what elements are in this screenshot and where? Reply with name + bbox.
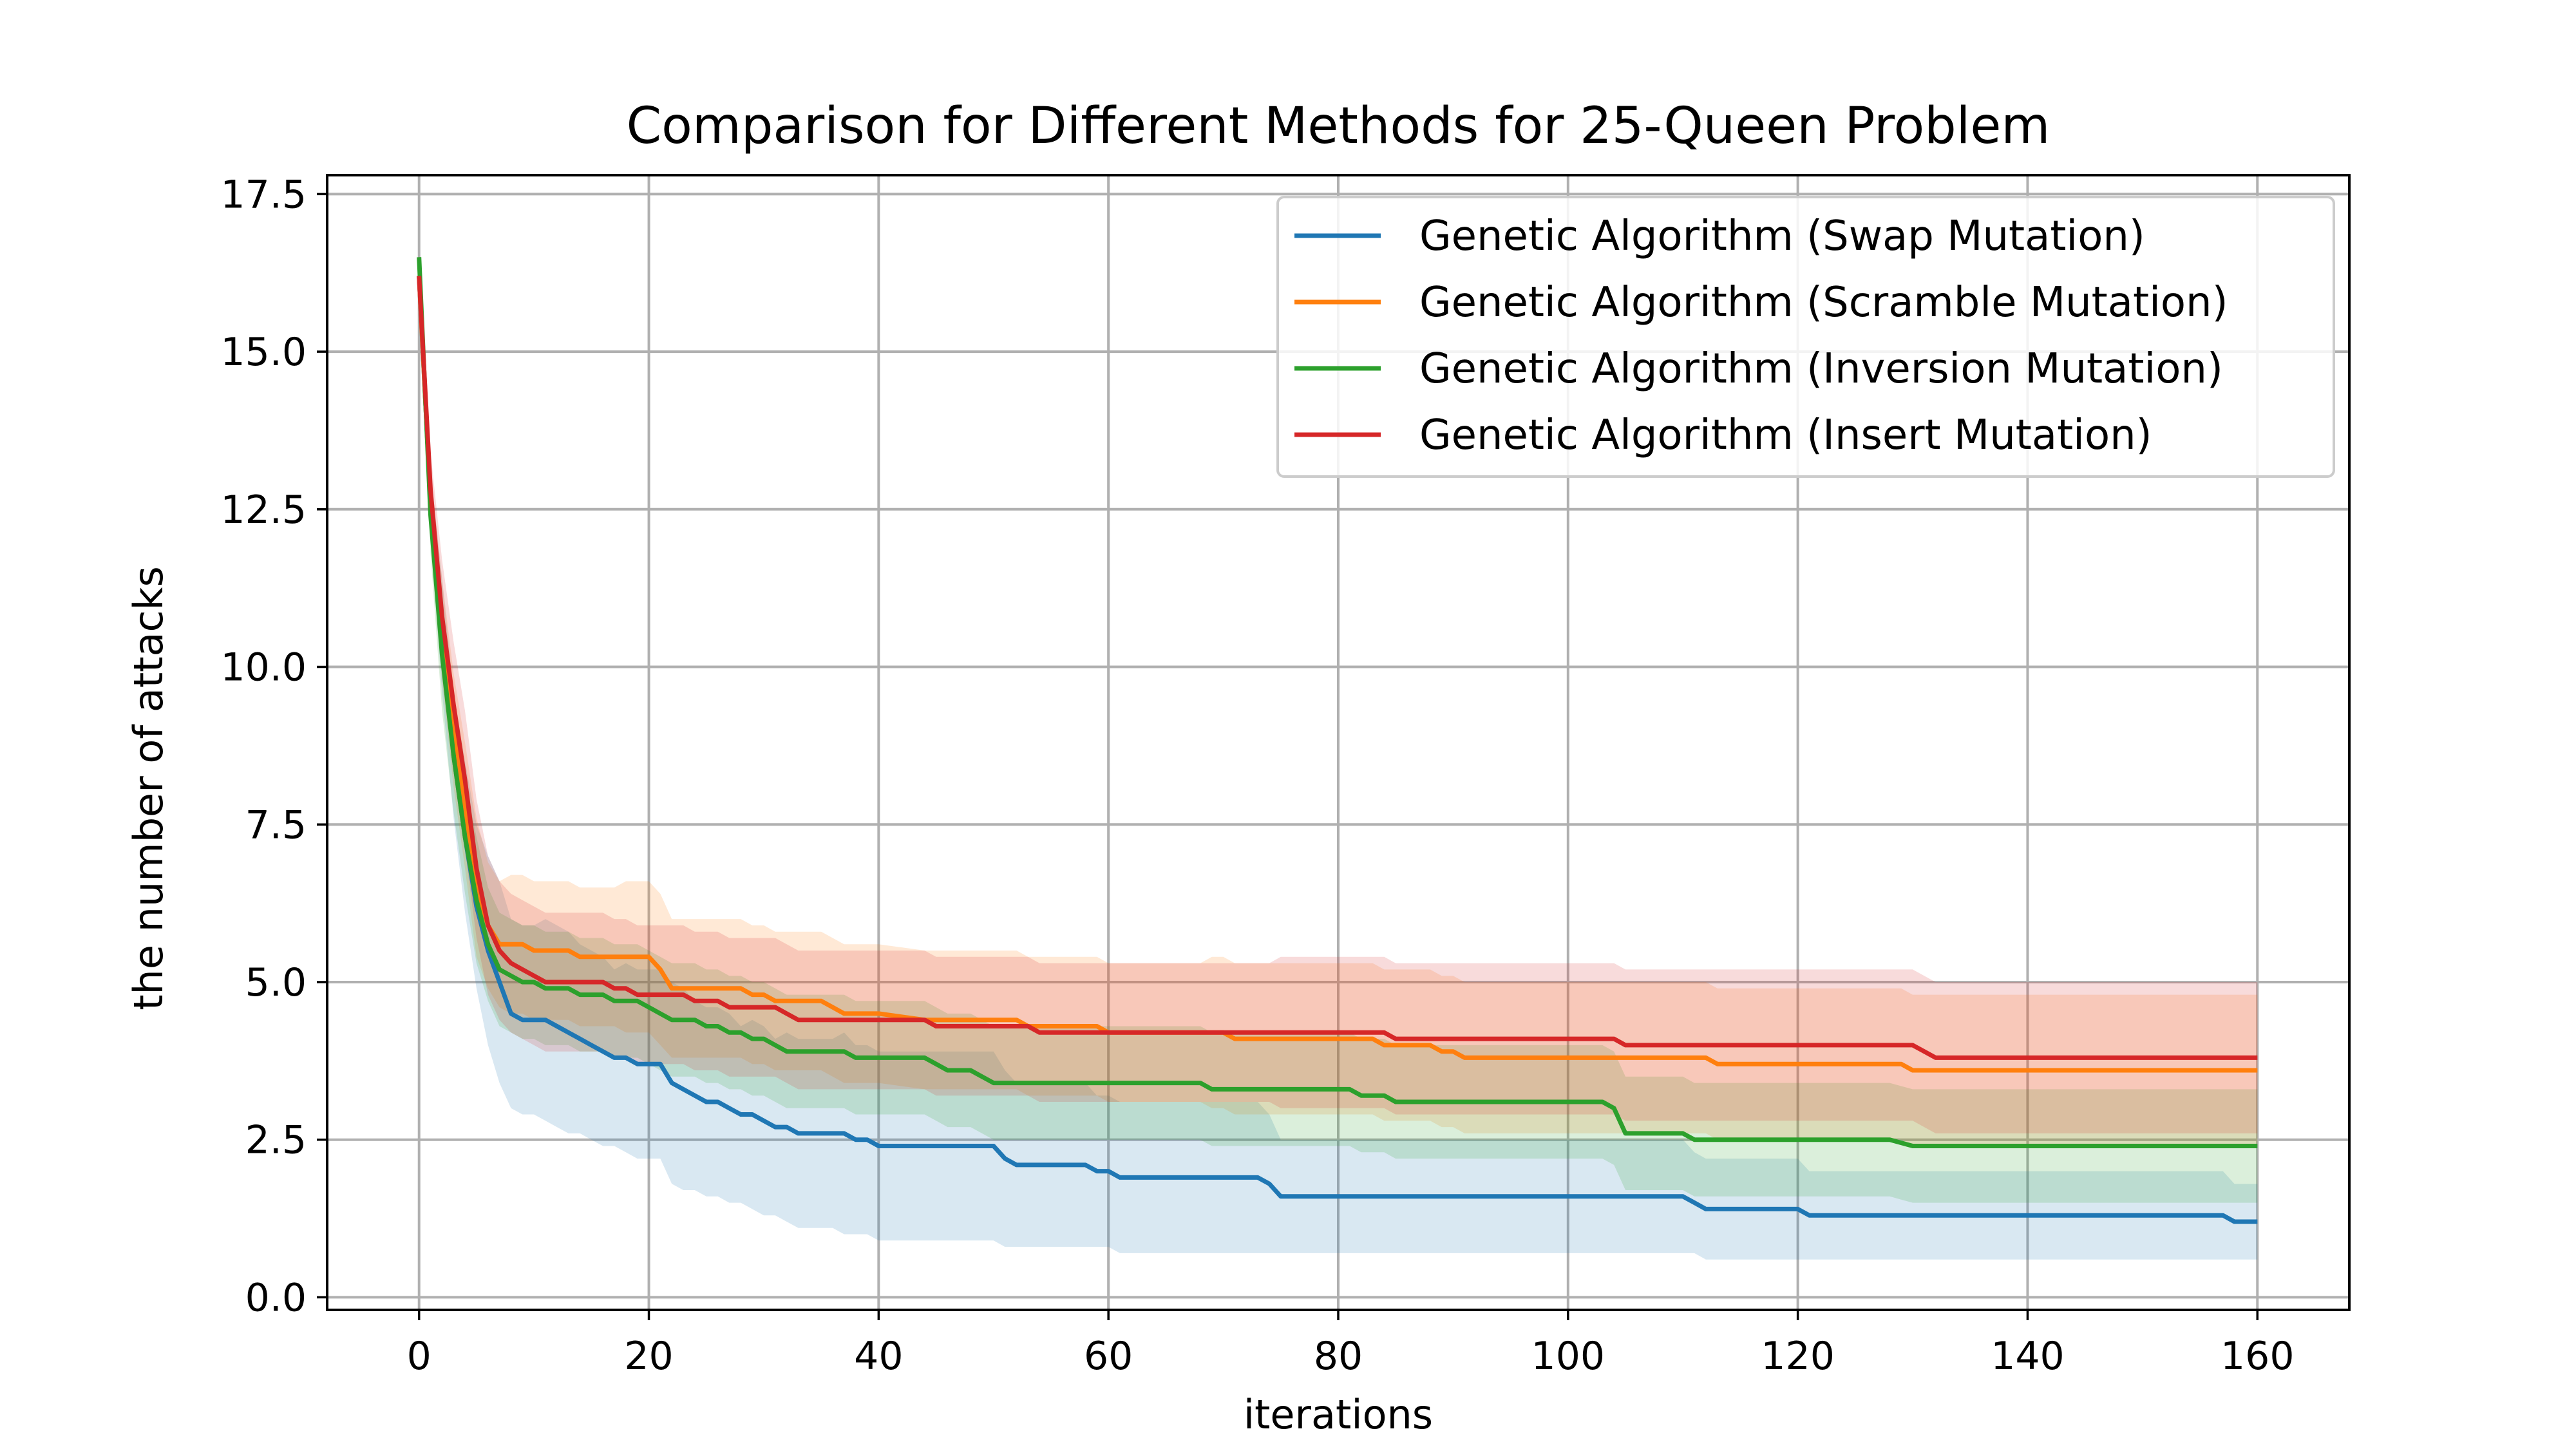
x-tick-label: 160 bbox=[2221, 1334, 2295, 1379]
x-tick-label: 60 bbox=[1084, 1334, 1133, 1379]
x-axis-label: iterations bbox=[1244, 1391, 1433, 1438]
x-tick-label: 80 bbox=[1314, 1334, 1363, 1379]
series-line-3 bbox=[417, 257, 2258, 1148]
legend-box bbox=[1276, 196, 2335, 478]
axis-ticks: 0 20 40 60 80 100 120 140 160 0.0 2.5 5.0 7.5 10.0 12.… bbox=[220, 172, 2294, 1379]
series-line-4 bbox=[417, 276, 2258, 1060]
legend-label-2: Genetic Algorithm (Scramble Mutation) bbox=[1419, 279, 2228, 327]
y-axis-label: the number of attacks bbox=[125, 566, 172, 1010]
legend-label-4: Genetic Algorithm (Insert Mutation) bbox=[1419, 412, 2152, 459]
y-tick-label: 5.0 bbox=[245, 960, 307, 1005]
x-tick-label: 20 bbox=[624, 1334, 673, 1379]
legend-label-1: Genetic Algorithm (Swap Mutation) bbox=[1419, 213, 2145, 260]
y-tick-label: 0.0 bbox=[245, 1275, 307, 1320]
chart-title: Comparison for Different Methods for 25-… bbox=[627, 97, 2050, 155]
y-tick-label: 2.5 bbox=[245, 1118, 307, 1163]
confidence-band-4 bbox=[419, 276, 2258, 1133]
series-lines bbox=[417, 257, 2258, 1224]
y-tick-label: 7.5 bbox=[245, 802, 307, 848]
y-tick-label: 12.5 bbox=[220, 488, 307, 533]
series-line-1 bbox=[417, 276, 2258, 1224]
legend: Genetic Algorithm (Swap Mutation) Genetic… bbox=[1276, 196, 2335, 478]
y-tick-label: 15.0 bbox=[220, 330, 307, 375]
y-tick-label: 10.0 bbox=[220, 645, 307, 690]
x-tick-label: 40 bbox=[854, 1334, 903, 1379]
y-tick-label: 17.5 bbox=[220, 172, 307, 217]
x-tick-label: 100 bbox=[1531, 1334, 1605, 1379]
x-tick-label: 140 bbox=[1991, 1334, 2065, 1379]
series-line-2 bbox=[417, 276, 2258, 1073]
legend-label-3: Genetic Algorithm (Inversion Mutation) bbox=[1419, 345, 2223, 393]
x-tick-label: 120 bbox=[1761, 1334, 1835, 1379]
x-tick-label: 0 bbox=[407, 1334, 431, 1379]
confidence-band-3 bbox=[419, 257, 2258, 1203]
